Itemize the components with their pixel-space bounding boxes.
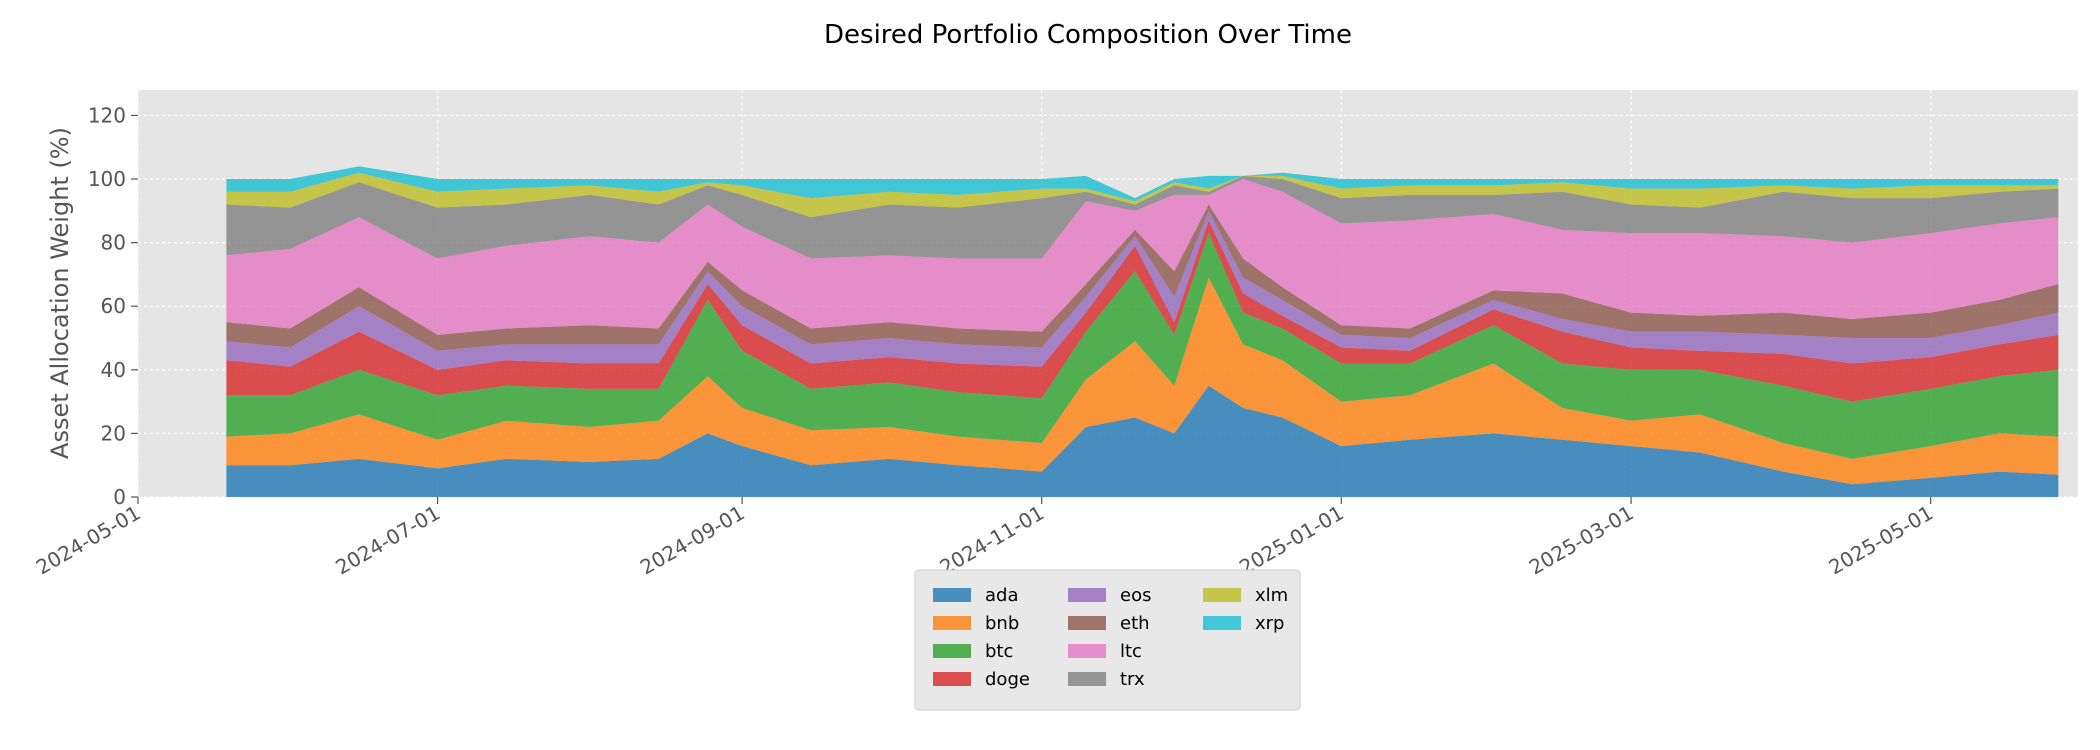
x-tick-label: 2024-05-01 [32, 501, 145, 580]
x-tick-label: 2025-01-01 [1235, 501, 1348, 580]
legend-swatch-bnb [933, 616, 971, 630]
y-tick-label: 20 [101, 421, 126, 445]
legend-label-btc: btc [985, 641, 1013, 662]
x-tick-label: 2025-05-01 [1824, 501, 1937, 580]
legend-swatch-doge [933, 672, 971, 686]
y-tick-label: 60 [101, 294, 126, 318]
area-xlm [226, 172, 2059, 218]
legend-label-doge: doge [985, 669, 1030, 690]
legend-label-xrp: xrp [1255, 613, 1284, 634]
x-tick-label: 2024-07-01 [331, 501, 444, 580]
legend-box [914, 569, 1301, 711]
legend: ada bnb btc doge eos eth ltc trx xlm xrp [914, 569, 1301, 711]
legend-label-ada: ada [985, 585, 1019, 606]
x-tick-label: 2024-09-01 [636, 501, 749, 580]
legend-swatch-ada [933, 588, 971, 602]
y-tick-label: 100 [88, 167, 126, 191]
x-tick-label: 2024-11-01 [936, 501, 1049, 580]
y-tick-label: 40 [101, 358, 126, 382]
legend-swatch-xlm [1203, 588, 1241, 602]
area-doge [226, 220, 2059, 402]
legend-swatch-ltc [1068, 644, 1106, 658]
area-bnb [226, 277, 2059, 485]
area-ada [226, 385, 2059, 497]
area-eos [226, 210, 2059, 370]
y-tick-label: 0 [113, 485, 126, 509]
area-trx [226, 175, 2059, 259]
y-tick-label: 80 [101, 231, 126, 255]
legend-swatch-trx [1068, 672, 1106, 686]
legend-label-trx: trx [1120, 669, 1145, 690]
area-eth [226, 204, 2059, 351]
stacked-areas [226, 166, 2059, 497]
legend-label-ltc: ltc [1120, 641, 1142, 662]
legend-swatch-eos [1068, 588, 1106, 602]
area-btc [226, 233, 2059, 459]
legend-label-eth: eth [1120, 613, 1150, 634]
area-xrp [226, 166, 2059, 202]
x-tick-label: 2025-03-01 [1525, 501, 1638, 580]
chart-title: Desired Portfolio Composition Over Time [824, 20, 1352, 50]
legend-swatch-btc [933, 644, 971, 658]
y-axis-label: Asset Allocation Weight (%) [46, 127, 74, 459]
legend-label-bnb: bnb [985, 613, 1019, 634]
area-ltc [226, 179, 2059, 335]
legend-swatch-xrp [1203, 616, 1241, 630]
y-tick-label: 120 [88, 103, 126, 127]
legend-swatch-eth [1068, 616, 1106, 630]
legend-label-xlm: xlm [1255, 585, 1288, 606]
legend-label-eos: eos [1120, 585, 1151, 606]
